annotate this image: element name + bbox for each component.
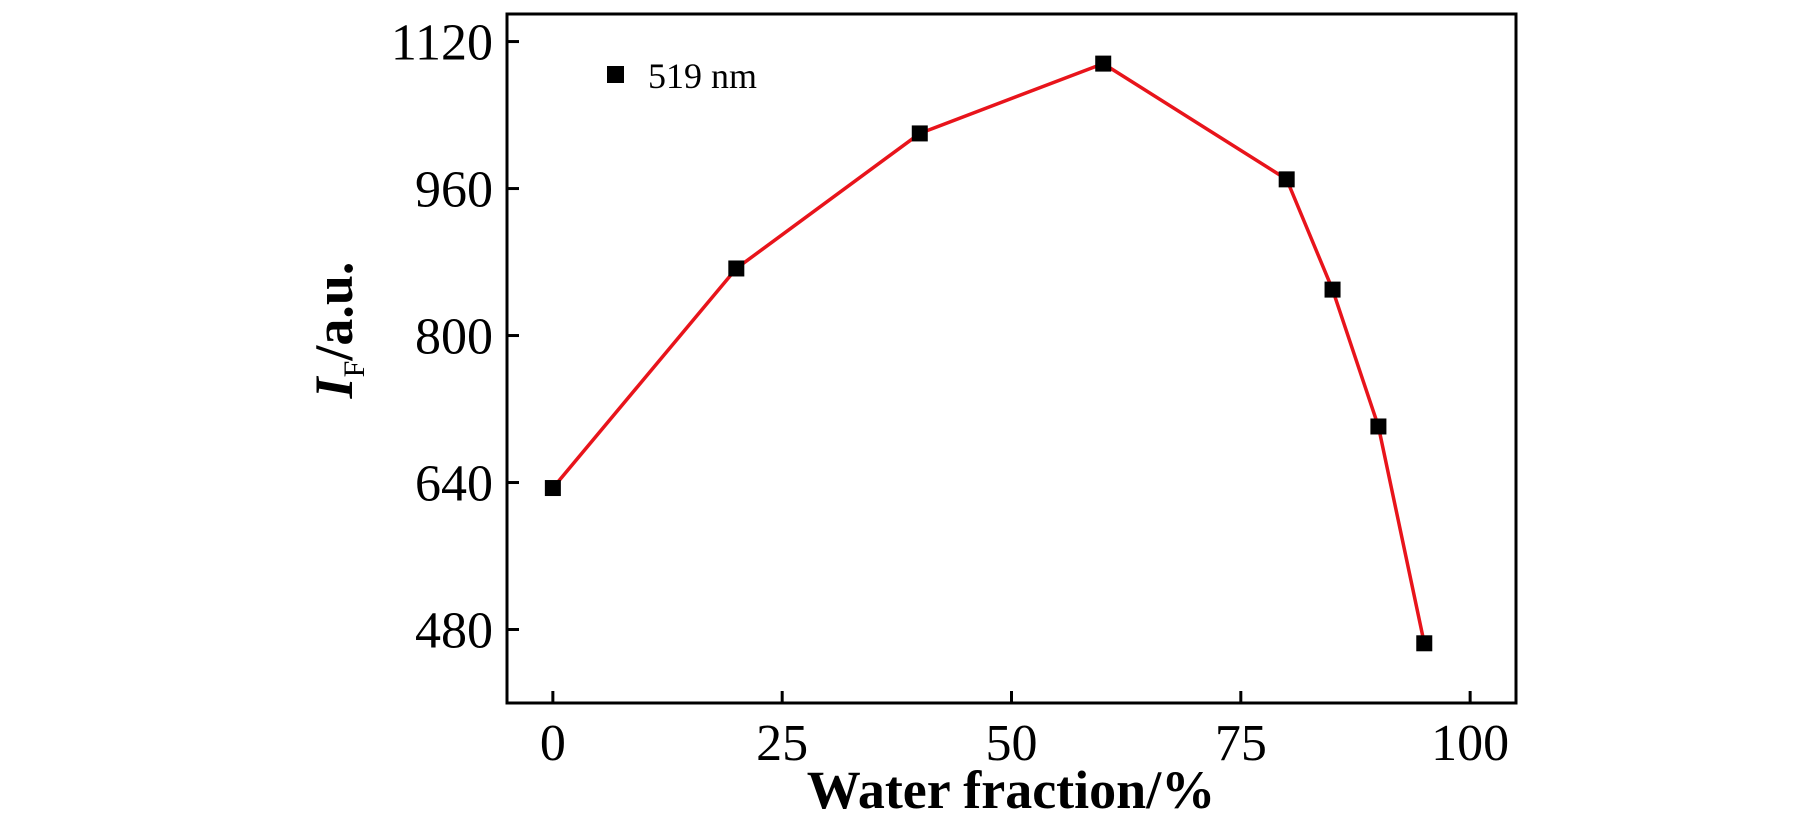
legend: 519 nm [607, 56, 757, 96]
data-point [544, 480, 561, 497]
y-tick-label: 640 [415, 456, 493, 513]
data-point [1095, 55, 1112, 72]
data-point [911, 125, 928, 142]
tick-marks [507, 40, 1472, 703]
y-tick-labels: 480 640 800 960 1120 [391, 15, 493, 660]
axes [505, 12, 1518, 705]
y-tick-label: 800 [415, 309, 493, 366]
y-axis-title: IF/a.u. [304, 262, 371, 400]
y-tick-label: 960 [415, 162, 493, 219]
y-tick-label: 1120 [391, 15, 493, 72]
x-tick-label: 25 [756, 715, 808, 772]
data-point [1370, 418, 1387, 435]
x-tick-label: 50 [986, 715, 1038, 772]
data-point [1324, 281, 1341, 298]
x-tick-label: 0 [540, 715, 566, 772]
x-axis-title: Water fraction/% [807, 760, 1215, 820]
series-line [551, 61, 1426, 644]
y-axis-title-subscript: F [338, 361, 371, 378]
data-point [728, 260, 745, 277]
y-axis-title-unit: /a.u. [304, 262, 364, 362]
data-point [1416, 635, 1433, 652]
plot-area [544, 55, 1433, 652]
y-axis-title-symbol: I [304, 375, 364, 399]
x-tick-label: 75 [1215, 715, 1267, 772]
x-tick-labels: 0 25 50 75 100 [540, 715, 1509, 772]
svg-text:IF/a.u.: IF/a.u. [304, 262, 371, 400]
y-tick-label: 480 [415, 603, 493, 660]
x-tick-label: 100 [1431, 715, 1509, 772]
legend-marker [607, 66, 624, 83]
plot-frame [505, 12, 1518, 705]
data-point [1278, 171, 1295, 188]
legend-label: 519 nm [648, 56, 757, 96]
